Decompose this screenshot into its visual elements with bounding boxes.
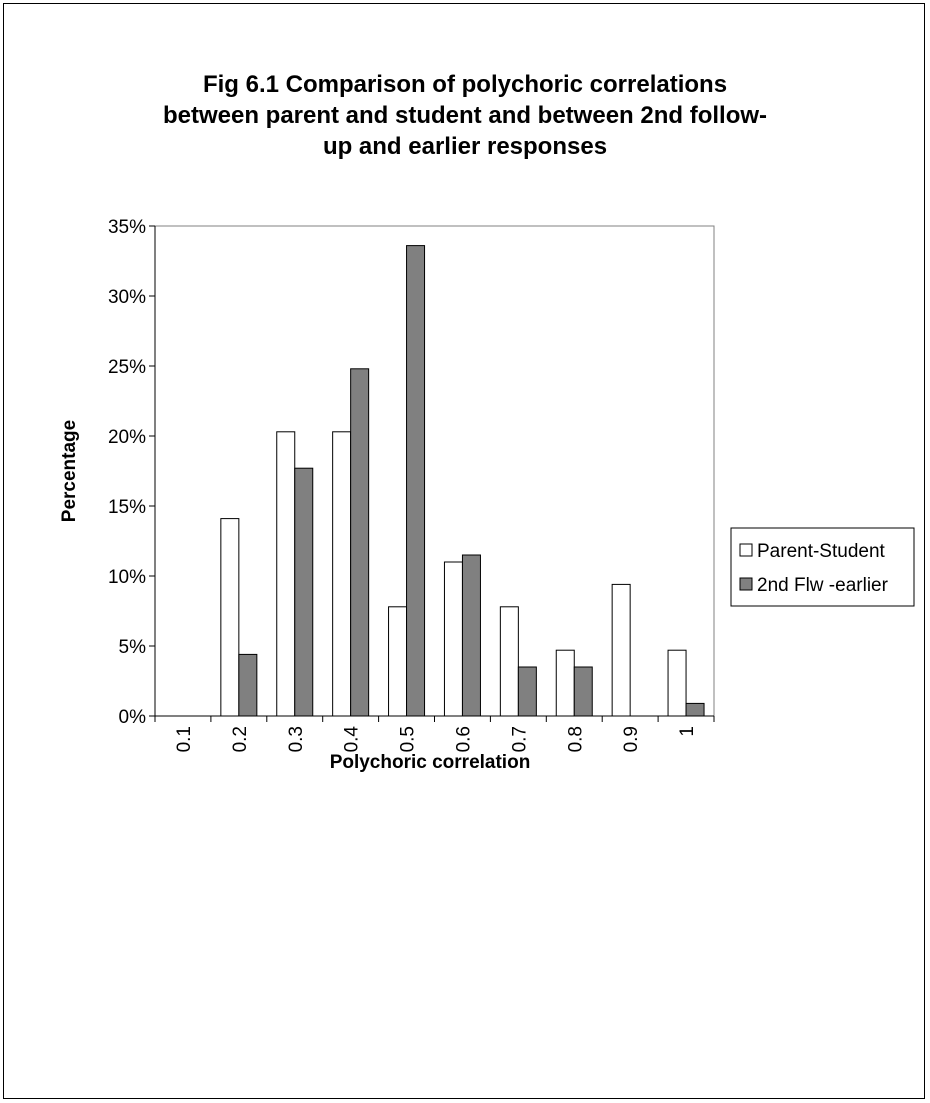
- bar-parent-student-0-8: [555, 649, 575, 717]
- x-axis-ticks: 0.1 0.2 0.3 0.4 0.5 0.6 0.7 0.8 0.9 1: [154, 716, 715, 753]
- chart-title-line-2: between parent and student and between 2…: [163, 102, 767, 129]
- y-tick-label: 25%: [108, 357, 146, 378]
- legend-swatch-2nd-flw-earlier: [739, 577, 753, 591]
- y-tick-label: 0%: [119, 707, 147, 728]
- bar-parent-student-0-2: [220, 518, 240, 717]
- bars: [220, 245, 705, 717]
- bar-2nd-flw-earlier-0-4: [350, 368, 370, 717]
- y-axis-ticks: 0% 5% 10% 15% 20% 25% 30% 35%: [108, 217, 155, 728]
- x-tick-label: 0.8: [565, 726, 586, 752]
- bar-parent-student-0-6: [443, 561, 463, 717]
- legend-box: [730, 527, 915, 607]
- chart-frame: Fig 6.1 Comparison of polychoric correla…: [3, 3, 925, 1099]
- chart-title-line-3: up and earlier responses: [323, 133, 607, 160]
- chart-title: Fig 6.1 Comparison of polychoric correla…: [163, 71, 767, 160]
- x-tick-label: 0.3: [286, 726, 307, 752]
- bar-parent-student-0-5: [388, 606, 408, 717]
- bar-2nd-flw-earlier-0-8: [573, 666, 593, 717]
- y-tick-label: 30%: [108, 287, 146, 308]
- chart-title-line-1: Fig 6.1 Comparison of polychoric correla…: [203, 71, 727, 98]
- y-tick-label: 5%: [119, 637, 147, 658]
- x-tick-label: 0.7: [509, 726, 530, 752]
- y-tick-label: 15%: [108, 497, 146, 518]
- legend-label-parent-student: Parent-Student: [757, 541, 886, 562]
- x-tick-label: 0.5: [398, 726, 419, 752]
- legend: Parent-Student 2nd Flw -earlier: [730, 527, 915, 607]
- bar-parent-student-0-7: [499, 606, 519, 717]
- bar-parent-student-1: [667, 649, 687, 717]
- x-tick-label: 1: [677, 726, 698, 737]
- x-tick-label: 0.2: [230, 726, 251, 752]
- bar-parent-student-0-3: [276, 431, 296, 717]
- bar-2nd-flw-earlier-0-5: [406, 245, 426, 717]
- bar-chart: Fig 6.1 Comparison of polychoric correla…: [59, 71, 915, 773]
- bar-2nd-flw-earlier-1: [685, 702, 705, 717]
- y-tick-label: 20%: [108, 427, 146, 448]
- legend-label-2nd-flw-earlier: 2nd Flw -earlier: [757, 575, 889, 596]
- y-axis-label: Percentage: [59, 420, 80, 522]
- bar-parent-student-0-9: [611, 583, 631, 717]
- bar-2nd-flw-earlier-0-2: [238, 653, 258, 717]
- legend-swatch-parent-student: [739, 543, 753, 557]
- bar-2nd-flw-earlier-0-3: [294, 467, 314, 717]
- x-tick-label: 0.6: [453, 726, 474, 752]
- x-tick-label: 0.1: [174, 726, 195, 752]
- x-axis-label: Polychoric correlation: [330, 752, 531, 773]
- bar-2nd-flw-earlier-0-7: [517, 666, 537, 717]
- x-tick-label: 0.4: [342, 726, 363, 753]
- bar-2nd-flw-earlier-0-6: [461, 554, 481, 717]
- y-tick-label: 35%: [108, 217, 146, 238]
- bar-parent-student-0-4: [332, 431, 352, 717]
- x-tick-label: 0.9: [621, 726, 642, 752]
- y-tick-label: 10%: [108, 567, 146, 588]
